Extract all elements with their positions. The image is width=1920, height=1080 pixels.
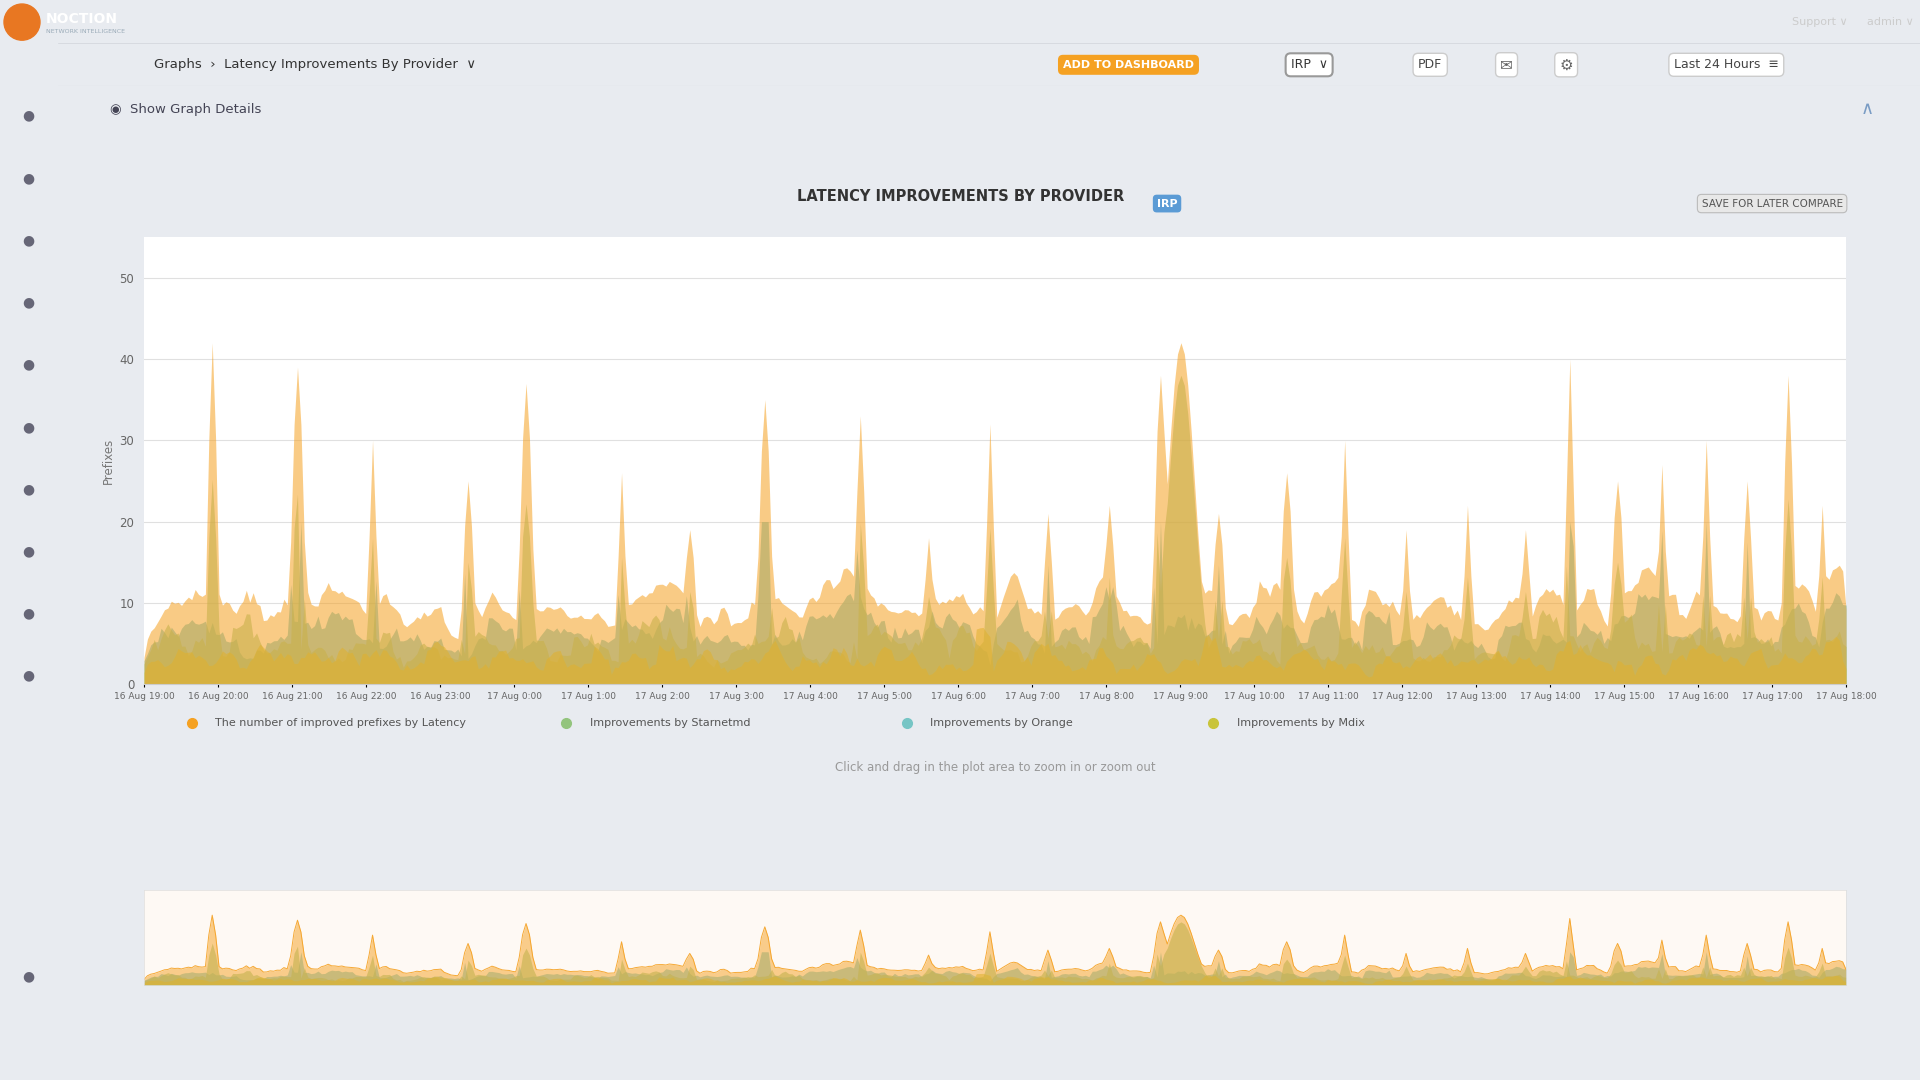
Text: NOCTION: NOCTION [46,12,117,26]
Text: Last 24 Hours  ≡: Last 24 Hours ≡ [1674,58,1778,71]
Text: ●: ● [23,607,35,620]
Text: ●: ● [23,171,35,185]
Text: NETWORK INTELLIGENCE: NETWORK INTELLIGENCE [46,29,125,33]
Text: ✉: ✉ [1500,57,1513,72]
Circle shape [4,4,40,40]
Text: SAVE FOR LATER COMPARE: SAVE FOR LATER COMPARE [1701,199,1843,208]
Text: ●: ● [23,233,35,247]
Text: Click and drag in the plot area to zoom in or zoom out: Click and drag in the plot area to zoom … [835,761,1156,774]
Text: ●: ● [23,970,35,983]
Text: ⚙: ⚙ [1559,57,1572,72]
Text: Improvements by Starnetmd: Improvements by Starnetmd [589,717,751,728]
Text: ●: ● [23,482,35,496]
Text: IRP  ∨: IRP ∨ [1290,58,1327,71]
Text: Support ∨: Support ∨ [1791,17,1847,27]
Text: ●: ● [23,109,35,123]
Text: ●: ● [23,296,35,309]
Text: ADD TO DASHBOARD: ADD TO DASHBOARD [1064,59,1194,70]
Text: The number of improved prefixes by Latency: The number of improved prefixes by Laten… [215,717,467,728]
Text: Improvements by Orange: Improvements by Orange [931,717,1073,728]
Text: ●: ● [23,669,35,683]
Text: PDF: PDF [1419,58,1442,71]
Text: ●: ● [23,544,35,558]
Y-axis label: Prefixes: Prefixes [102,437,115,484]
Text: ●: ● [23,357,35,372]
Text: Graphs  ›  Latency Improvements By Provider  ∨: Graphs › Latency Improvements By Provide… [154,58,476,71]
Text: IRP: IRP [1156,199,1177,208]
Text: admin ∨: admin ∨ [1866,17,1914,27]
Text: Improvements by Mdix: Improvements by Mdix [1236,717,1365,728]
Text: ●: ● [23,420,35,434]
Text: ◉  Show Graph Details: ◉ Show Graph Details [109,103,261,116]
Text: LATENCY IMPROVEMENTS BY PROVIDER: LATENCY IMPROVEMENTS BY PROVIDER [797,189,1125,203]
Text: ∧: ∧ [1860,100,1874,118]
